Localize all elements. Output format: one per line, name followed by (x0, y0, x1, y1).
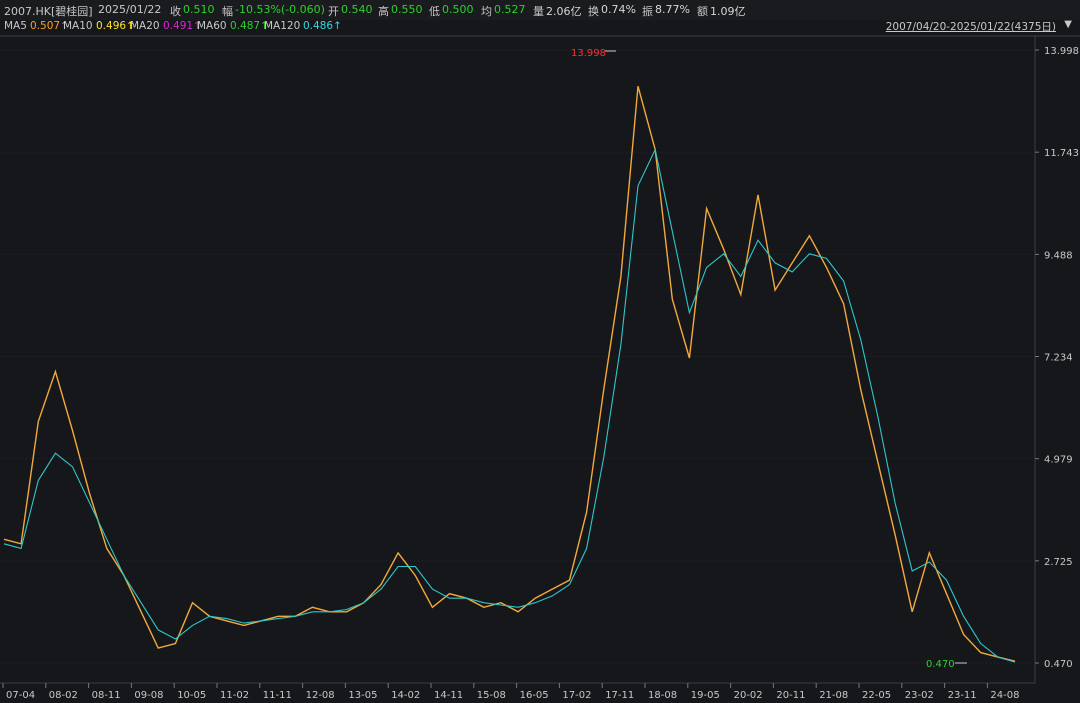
quote-date: 2025/01/22 (98, 3, 162, 16)
x-tick-label: 08-02 (49, 690, 78, 701)
ma60-value: 0.487↑ (230, 20, 269, 32)
ma60-label: MA60 (197, 20, 227, 32)
y-tick-label: 7.234 (1044, 353, 1073, 364)
x-tick-label: 17-11 (605, 690, 634, 701)
x-tick-label: 08-11 (92, 690, 121, 701)
y-tick-label: 9.488 (1044, 250, 1073, 261)
volume-value: 2.06亿 (546, 5, 582, 18)
ma20-value: 0.491↑ (163, 20, 202, 32)
amplitude-label: 振 (642, 5, 653, 18)
change-label: 幅 (222, 5, 233, 18)
x-tick-label: 24-08 (990, 690, 1019, 701)
amount-label: 额 (697, 5, 708, 18)
y-tick-label: 2.725 (1044, 557, 1073, 568)
max-price-label: 13.998 (571, 48, 606, 59)
ma120-label: MA120 (264, 20, 301, 32)
x-tick-label: 10-05 (177, 690, 206, 701)
stock-title: 2007.HK[碧桂园] (4, 5, 93, 18)
x-tick-label: 14-11 (434, 690, 463, 701)
date-range-selector[interactable]: 2007/04/20-2025/01/22(4375日) (885, 21, 1056, 33)
series-line (3, 147, 1016, 663)
x-tick-label: 20-11 (776, 690, 805, 701)
ma-legend: MA5 0.507↑ MA10 0.496↑ MA20 0.491↑ MA60 … (0, 19, 1080, 35)
ma20-label: MA20 (130, 20, 160, 32)
x-tick-label: 13-05 (348, 690, 377, 701)
avg-value: 0.527 (494, 3, 526, 16)
low-value: 0.500 (442, 3, 474, 16)
x-tick-label: 22-05 (862, 690, 891, 701)
x-tick-label: 09-08 (134, 690, 163, 701)
x-tick-label: 11-02 (220, 690, 249, 701)
series-line (3, 86, 1016, 662)
min-price-label: 0.470 (926, 659, 955, 670)
x-tick-label: 23-02 (905, 690, 934, 701)
open-label: 开 (328, 5, 339, 18)
ma5-label: MA5 (4, 20, 27, 32)
x-tick-label: 18-08 (648, 690, 677, 701)
change-value: -10.53%(-0.060) (235, 3, 325, 16)
open-value: 0.540 (341, 3, 373, 16)
y-tick-label: 11.743 (1044, 148, 1079, 159)
x-tick-label: 07-04 (6, 690, 35, 701)
quote-header: 2007.HK[碧桂园] 2025/01/22 收 0.510 幅 -10.53… (0, 0, 1080, 20)
x-tick-label: 21-08 (819, 690, 848, 701)
turnover-value: 0.74% (601, 3, 636, 16)
high-value: 0.550 (391, 3, 423, 16)
close-label: 收 (170, 5, 181, 18)
close-value: 0.510 (183, 3, 215, 16)
ma10-value: 0.496↑ (96, 20, 135, 32)
x-tick-label: 19-05 (691, 690, 720, 701)
low-label: 低 (429, 5, 440, 18)
y-tick-label: 4.979 (1044, 455, 1073, 466)
x-tick-label: 11-11 (263, 690, 292, 701)
x-tick-label: 15-08 (477, 690, 506, 701)
y-tick-label: 13.998 (1044, 46, 1079, 57)
dropdown-arrow-icon[interactable]: ▼ (1064, 19, 1072, 30)
ma5-value: 0.507↑ (30, 20, 69, 32)
x-tick-label: 12-08 (306, 690, 335, 701)
amplitude-value: 8.77% (655, 3, 690, 16)
avg-label: 均 (481, 5, 492, 18)
ma120-value: 0.486↑ (303, 20, 342, 32)
high-label: 高 (378, 5, 389, 18)
x-tick-label: 20-02 (734, 690, 763, 701)
amount-value: 1.09亿 (710, 5, 746, 18)
x-tick-label: 16-05 (520, 690, 549, 701)
y-tick-label: 0.470 (1044, 659, 1073, 670)
x-tick-label: 14-02 (391, 690, 420, 701)
ma10-label: MA10 (63, 20, 93, 32)
turnover-label: 换 (588, 5, 599, 18)
volume-label: 量 (533, 5, 544, 18)
x-tick-label: 17-02 (562, 690, 591, 701)
x-tick-label: 23-11 (948, 690, 977, 701)
